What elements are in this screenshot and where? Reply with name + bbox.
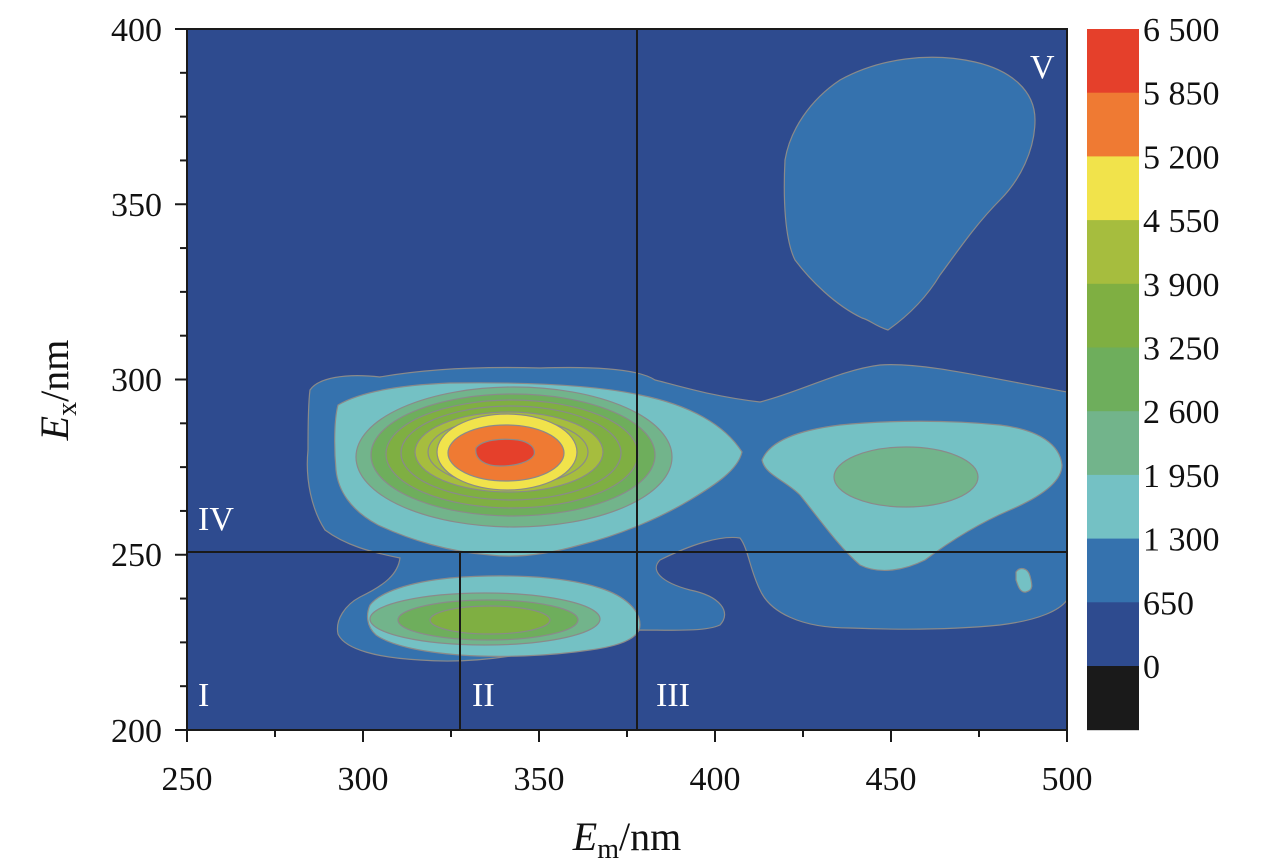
colorbar-swatch <box>1087 92 1139 157</box>
colorbar-label: 650 <box>1143 585 1194 622</box>
colorbar-swatch <box>1087 220 1139 285</box>
x-tick-label: 300 <box>338 761 389 798</box>
colorbar-label: 6 500 <box>1143 12 1220 49</box>
contour-level-5850 <box>475 438 535 467</box>
contour-region-1300-dot <box>1015 567 1033 593</box>
colorbar-swatch <box>1087 474 1139 540</box>
contour-region-upper-right <box>783 56 1036 331</box>
contour-right-1950 <box>833 446 979 508</box>
colorbar-label: 0 <box>1143 649 1160 686</box>
colorbar-swatch <box>1087 411 1139 476</box>
region-label-iv: IV <box>198 501 234 538</box>
y-tick-label: 300 <box>111 362 162 399</box>
colorbar-swatch <box>1087 156 1139 221</box>
region-label-i: I <box>198 677 209 714</box>
colorbar-label: 1 950 <box>1143 458 1220 495</box>
colorbar-swatch <box>1087 283 1139 348</box>
y-tick-label: 250 <box>111 537 162 574</box>
y-tick-labels: 200 250 300 350 400 <box>111 12 162 750</box>
region-label-ii: II <box>472 677 495 714</box>
y-axis-title: Ex/nm <box>32 340 83 442</box>
x-tick-label: 450 <box>866 761 917 798</box>
colorbar-swatch <box>1087 538 1139 603</box>
x-tick-label: 400 <box>690 761 741 798</box>
colorbar-label: 3 250 <box>1143 331 1220 368</box>
colorbar-label: 5 850 <box>1143 76 1220 113</box>
colorbar-label: 4 550 <box>1143 203 1220 240</box>
region-label-iii: III <box>656 677 690 714</box>
colorbar-swatch <box>1087 666 1139 731</box>
colorbar-label: 2 600 <box>1143 394 1220 431</box>
x-tick-label: 500 <box>1042 761 1093 798</box>
y-tick-label: 200 <box>111 713 162 750</box>
colorbar-swatch <box>1087 29 1139 94</box>
colorbar-label: 3 900 <box>1143 267 1220 304</box>
colorbar: 6 500 5 850 5 200 4 550 3 900 3 250 2 600 1 950… <box>1087 12 1220 731</box>
contour-lower-3250 <box>429 605 551 635</box>
x-axis <box>186 730 1068 742</box>
colorbar-swatch <box>1087 602 1139 667</box>
colorbar-swatch <box>1087 347 1139 412</box>
region-labels: I II III IV V <box>198 49 1055 714</box>
region-dividers <box>187 29 1067 730</box>
x-tick-labels: 250 300 350 400 450 500 <box>162 761 1093 798</box>
contour-layer <box>306 56 1067 662</box>
colorbar-label: 5 200 <box>1143 139 1220 176</box>
colorbar-label: 1 300 <box>1143 522 1220 559</box>
y-tick-label: 400 <box>111 12 162 49</box>
y-axis <box>175 28 187 731</box>
x-axis-title: Em/nm <box>572 814 681 865</box>
x-tick-label: 250 <box>162 761 213 798</box>
x-tick-label: 350 <box>514 761 565 798</box>
y-tick-label: 350 <box>111 187 162 224</box>
region-label-v: V <box>1030 49 1055 86</box>
